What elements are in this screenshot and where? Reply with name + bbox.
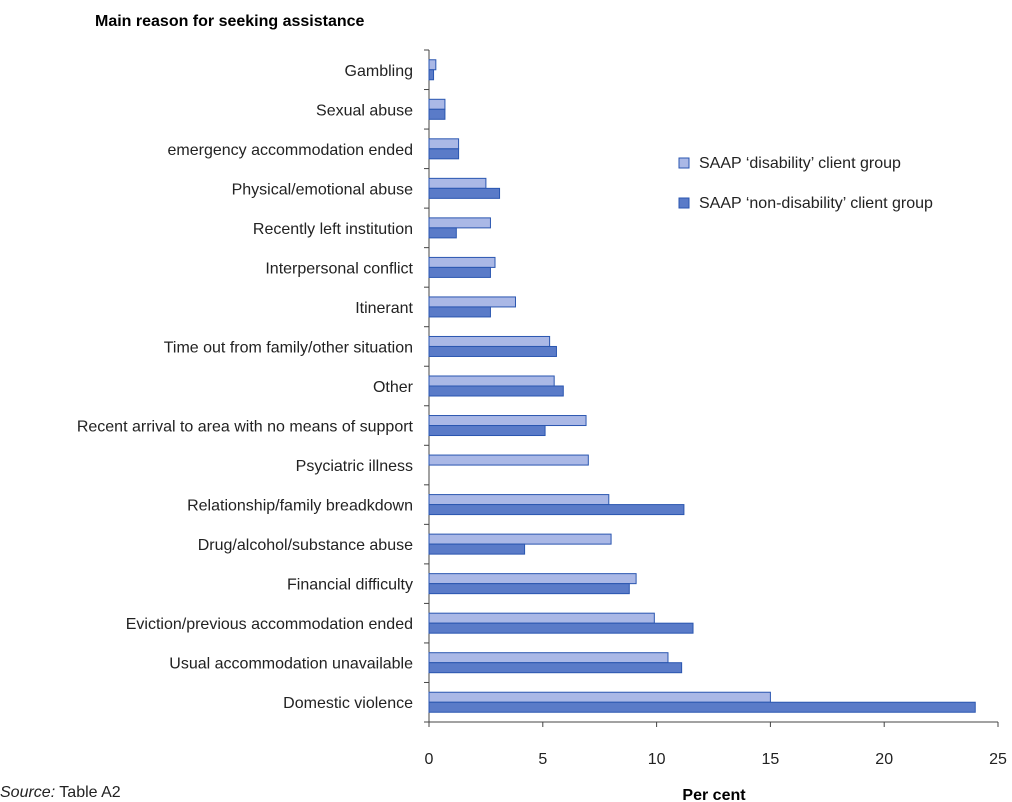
chart-title: Main reason for seeking assistance	[95, 13, 365, 30]
x-tick-label: 5	[538, 751, 547, 768]
bar-disability	[428, 573, 637, 585]
category-label: Psyciatric illness	[296, 458, 413, 475]
x-axis-label: Per cent	[682, 787, 746, 802]
bar-non-disability	[428, 701, 976, 713]
bar-disability	[428, 256, 496, 268]
source-text: Table A2	[59, 784, 121, 801]
chart-bars	[428, 59, 976, 713]
bar-non-disability	[428, 583, 630, 595]
bar-non-disability	[428, 108, 446, 120]
legend-item-disability: SAAP ‘disability’ client group	[699, 155, 901, 172]
bar-disability	[428, 415, 587, 427]
category-label: Sexual abuse	[316, 102, 413, 119]
category-label: Time out from family/other situation	[164, 339, 413, 356]
legend: SAAP ‘disability’ client group SAAP ‘non-…	[678, 155, 933, 212]
legend-swatch	[678, 197, 690, 209]
category-label: Relationship/family breadkdown	[187, 498, 413, 515]
bar-disability	[428, 138, 460, 150]
x-tick-label: 0	[425, 751, 434, 768]
category-label: Gambling	[345, 63, 413, 80]
bar-disability	[428, 494, 610, 506]
category-label: Itinerant	[355, 300, 413, 317]
x-tick-label: 15	[762, 751, 780, 768]
legend-item-non-disability: SAAP ‘non-disability’ client group	[699, 195, 933, 212]
bar-non-disability	[428, 385, 564, 397]
x-tick-label: 25	[989, 751, 1007, 768]
category-label: Financial difficulty	[287, 577, 413, 594]
bar-disability	[428, 296, 516, 308]
legend-swatch	[678, 157, 690, 169]
category-label: Other	[373, 379, 414, 396]
bar-disability	[428, 691, 771, 703]
source-note: Source: Table A2	[0, 784, 121, 802]
bar-non-disability	[428, 266, 491, 278]
bar-non-disability	[428, 543, 526, 555]
bar-non-disability	[428, 187, 501, 199]
category-label: emergency accommodation ended	[168, 142, 413, 159]
category-label: Drug/alcohol/substance abuse	[198, 537, 413, 554]
category-labels: Gambling Sexual abuse emergency accommodat…	[77, 63, 414, 712]
bar-disability	[428, 375, 555, 387]
bar-non-disability	[428, 148, 460, 160]
source-prefix: Source:	[0, 784, 56, 801]
bar-disability	[428, 217, 491, 229]
bar-disability	[428, 335, 551, 347]
bar-non-disability	[428, 306, 491, 318]
category-label: Eviction/previous accommodation ended	[126, 616, 413, 633]
bar-non-disability	[428, 662, 683, 674]
x-tick-label: 20	[875, 751, 893, 768]
category-label: Physical/emotional abuse	[232, 181, 414, 198]
bar-non-disability	[428, 69, 435, 81]
category-label: Interpersonal conflict	[265, 260, 413, 277]
bar-disability	[428, 454, 589, 466]
x-tick-labels: 0 5 10 15 20 25	[425, 751, 1007, 768]
category-label: Usual accommodation unavailable	[169, 656, 413, 673]
bar-non-disability	[428, 504, 685, 516]
bar-disability	[428, 59, 437, 71]
bar-disability	[428, 177, 487, 189]
category-label: Domestic violence	[283, 695, 413, 712]
category-label: Recently left institution	[253, 221, 413, 238]
category-label: Recent arrival to area with no means of …	[77, 419, 414, 436]
bar-non-disability	[428, 227, 457, 239]
bar-non-disability	[428, 622, 694, 634]
bar-disability	[428, 612, 655, 624]
bar-disability	[428, 98, 446, 110]
bar-disability	[428, 533, 612, 545]
bar-disability	[428, 652, 669, 664]
bar-non-disability	[428, 425, 546, 437]
bar-non-disability	[428, 345, 557, 357]
x-tick-label: 10	[648, 751, 666, 768]
